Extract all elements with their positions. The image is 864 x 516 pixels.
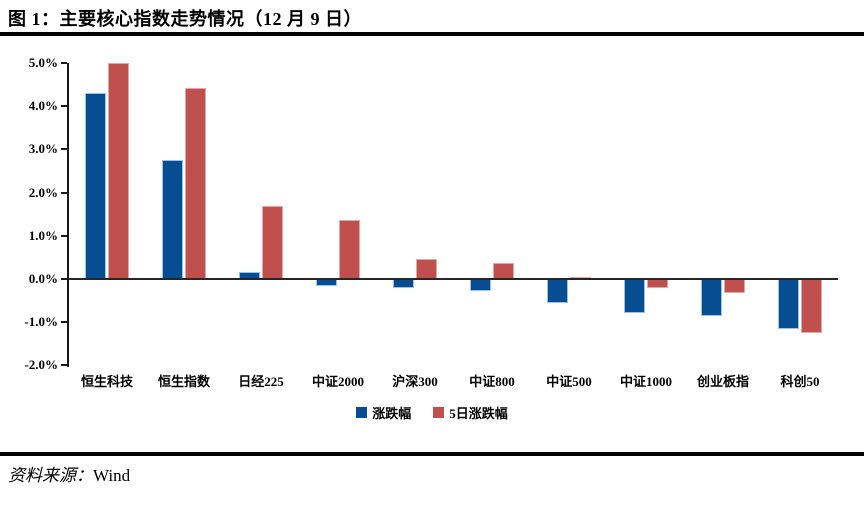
x-axis-label: 创业板指 bbox=[696, 374, 749, 389]
y-axis-tick bbox=[61, 148, 67, 151]
y-axis-line bbox=[67, 63, 69, 368]
bar-涨跌幅-中证800 bbox=[470, 279, 491, 292]
y-axis-tick bbox=[61, 105, 67, 108]
legend-item: 涨跌幅 bbox=[356, 403, 411, 422]
y-axis-tick bbox=[61, 62, 67, 64]
y-axis-label: -2.0% bbox=[24, 357, 58, 373]
bar-涨跌幅-恒生科技 bbox=[85, 93, 106, 279]
bar-5日涨跌幅-创业板指 bbox=[724, 279, 745, 294]
legend-swatch-icon bbox=[433, 407, 445, 418]
bar-5日涨跌幅-沪深300 bbox=[416, 259, 437, 279]
x-axis-label: 中证500 bbox=[546, 374, 592, 389]
bar-5日涨跌幅-中证2000 bbox=[339, 219, 360, 279]
x-axis-line bbox=[68, 278, 838, 280]
source-value: Wind bbox=[93, 466, 131, 485]
bar-chart: 5.0% 4.0% 3.0% 2.0% 1.0% 0.0% -1.0% -2.0% 恒生科技 恒生… bbox=[24, 55, 838, 389]
y-axis-tick bbox=[61, 234, 67, 237]
x-axis-label: 恒生指数 bbox=[157, 374, 210, 389]
y-axis-label: -1.0% bbox=[24, 314, 58, 330]
bar-涨跌幅-恒生指数 bbox=[162, 159, 183, 279]
legend-label: 5日涨跌幅 bbox=[449, 406, 508, 421]
source-label: 资料来源： bbox=[8, 466, 93, 485]
legend-label: 涨跌幅 bbox=[372, 406, 412, 421]
chart-legend: 涨跌幅 5日涨跌幅 bbox=[0, 403, 864, 422]
y-axis-label: 0.0% bbox=[28, 271, 58, 286]
y-axis-tick bbox=[61, 364, 67, 367]
x-axis-label: 恒生科技 bbox=[80, 374, 133, 389]
legend-swatch-icon bbox=[356, 407, 368, 418]
bar-5日涨跌幅-恒生指数 bbox=[185, 88, 206, 279]
bar-涨跌幅-中证2000 bbox=[316, 279, 337, 286]
x-axis-label: 沪深300 bbox=[392, 374, 438, 389]
title-divider bbox=[0, 32, 864, 36]
bar-涨跌幅-科创50 bbox=[778, 279, 799, 329]
bar-5日涨跌幅-日经225 bbox=[262, 206, 283, 279]
bar-5日涨跌幅-中证1000 bbox=[647, 279, 668, 288]
bar-涨跌幅-沪深300 bbox=[393, 279, 414, 288]
x-axis-label: 中证2000 bbox=[311, 374, 364, 389]
x-axis-label: 中证1000 bbox=[619, 374, 672, 389]
y-axis-label: 3.0% bbox=[28, 141, 58, 157]
y-axis-tick bbox=[61, 191, 67, 194]
y-axis-label: 4.0% bbox=[28, 98, 58, 114]
bar-涨跌幅-中证1000 bbox=[624, 279, 645, 313]
bar-5日涨跌幅-恒生科技 bbox=[108, 63, 129, 279]
bar-涨跌幅-创业板指 bbox=[701, 279, 722, 316]
bar-5日涨跌幅-中证800 bbox=[493, 263, 514, 279]
bar-5日涨跌幅-科创50 bbox=[801, 279, 822, 334]
y-axis-tick bbox=[61, 278, 67, 280]
x-axis-label: 科创50 bbox=[780, 374, 820, 389]
legend-item: 5日涨跌幅 bbox=[433, 403, 508, 422]
source-note: 资料来源：Wind bbox=[8, 461, 130, 486]
y-axis-label: 2.0% bbox=[28, 184, 58, 200]
y-axis-label: 1.0% bbox=[28, 227, 58, 243]
figure-title: 图 1：主要核心指数走势情况（12 月 9 日） bbox=[8, 9, 362, 29]
y-axis-tick bbox=[61, 321, 67, 324]
x-axis-label: 中证800 bbox=[469, 374, 515, 389]
footer-divider bbox=[0, 452, 864, 456]
y-axis-label: 5.0% bbox=[28, 55, 58, 70]
bar-涨跌幅-中证500 bbox=[547, 279, 568, 304]
x-axis-label: 日经225 bbox=[238, 374, 284, 389]
